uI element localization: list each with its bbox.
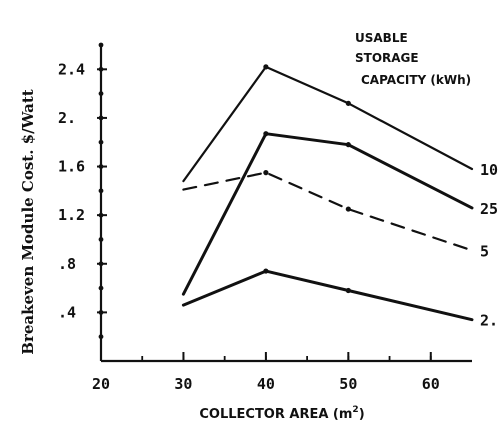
series-point [263, 170, 269, 176]
legend-title-line-2: STORAGE [355, 51, 419, 65]
axes [97, 42, 472, 363]
series-line-0 [182, 65, 474, 183]
x-tick-label: 50 [339, 375, 357, 393]
series-point [345, 100, 351, 106]
y-tick-label: .4 [58, 303, 76, 321]
series-point [345, 287, 351, 294]
y-tick-label: 1.6 [58, 158, 85, 176]
series-line-1 [181, 132, 474, 296]
x-tick-label: 60 [422, 375, 440, 393]
series-group [181, 64, 474, 322]
series-point [263, 268, 269, 274]
series-label: 25 [480, 200, 498, 218]
y-tick-label: 2. [58, 109, 76, 127]
legend-title-line-3: CAPACITY (kWh) [361, 73, 471, 87]
series-point [345, 206, 351, 212]
y-minor-tick [98, 237, 104, 242]
y-minor-tick [98, 91, 104, 97]
series-point [263, 64, 269, 70]
labels: .4 .8 1.2 1.6 2. 2.4 20 30 40 50 60 10 25 5 2. 5 [58, 60, 504, 393]
series-label: 5 [480, 242, 489, 260]
y-minor-tick [98, 188, 104, 194]
y-tick-label: .8 [58, 255, 76, 273]
y-axis-label: Breakeven Module Cost. $/Watt [19, 89, 37, 355]
series-point [263, 131, 269, 137]
x-tick-label: 30 [174, 375, 192, 393]
y-minor-tick [98, 139, 104, 145]
y-tick-label: 2.4 [58, 60, 85, 78]
y-minor-tick [98, 334, 104, 340]
x-tick-label: 40 [257, 375, 275, 393]
y-minor-tick [98, 42, 104, 48]
x-tick-label: 20 [92, 375, 110, 393]
series-label: 2. 5 [480, 312, 504, 330]
y-tick-label: 1.2 [58, 206, 85, 224]
series-label: 10 [480, 161, 498, 179]
legend-title-line-1: USABLE [355, 31, 408, 45]
x-axis-label: COLLECTOR AREA (m2) [199, 405, 364, 422]
series-line-3 [181, 269, 474, 322]
y-minor-tick [98, 285, 104, 291]
series-point [345, 142, 351, 148]
